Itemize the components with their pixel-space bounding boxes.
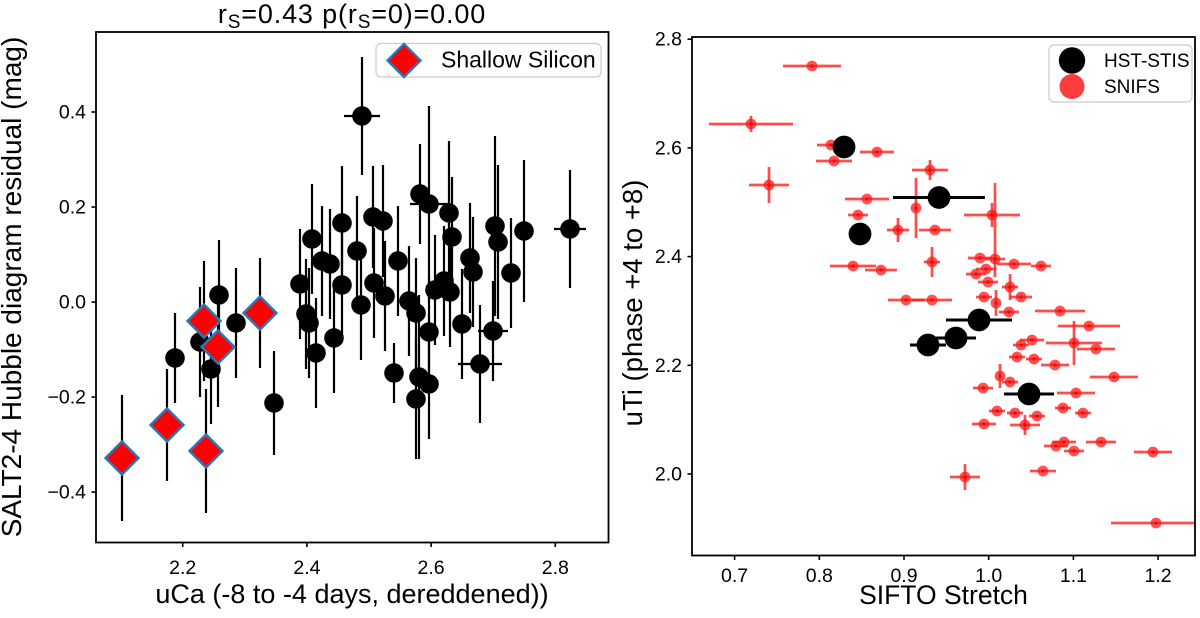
svg-text:uCa (-8 to -4 days, dereddened: uCa (-8 to -4 days, dereddened)) (155, 579, 548, 609)
svg-text:SALT2-4 Hubble diagram residua: SALT2-4 Hubble diagram residual (mag) (0, 37, 27, 538)
svg-text:2.0: 2.0 (655, 464, 682, 486)
svg-text:−0.4: −0.4 (48, 482, 87, 504)
svg-text:uTi (phase +4 to +8): uTi (phase +4 to +8) (617, 180, 648, 427)
svg-text:Shallow Silicon: Shallow Silicon (441, 47, 596, 73)
svg-text:−0.2: −0.2 (48, 387, 87, 409)
svg-text:2.4: 2.4 (655, 246, 682, 268)
svg-text:0.2: 0.2 (59, 197, 86, 219)
svg-text:SIFTO Stretch: SIFTO Stretch (859, 580, 1028, 610)
svg-text:0.4: 0.4 (59, 102, 86, 124)
svg-text:1.2: 1.2 (1145, 565, 1172, 587)
svg-text:0.8: 0.8 (806, 565, 833, 587)
svg-text:2.2: 2.2 (169, 557, 196, 579)
svg-text:rS=0.43 p(rS=0)=0.00: rS=0.43 p(rS=0)=0.00 (218, 0, 486, 33)
svg-text:2.6: 2.6 (655, 137, 682, 159)
svg-text:0.0: 0.0 (59, 292, 86, 314)
svg-text:1.1: 1.1 (1060, 565, 1087, 587)
svg-text:2.8: 2.8 (542, 557, 569, 579)
svg-text:0.9: 0.9 (890, 565, 917, 587)
svg-text:2.2: 2.2 (655, 355, 682, 377)
svg-text:2.6: 2.6 (418, 557, 445, 579)
svg-text:2.4: 2.4 (293, 557, 320, 579)
svg-text:1.0: 1.0 (975, 565, 1002, 587)
svg-text:0.7: 0.7 (721, 565, 748, 587)
svg-text:SNIFS: SNIFS (1104, 77, 1160, 98)
svg-text:HST-STIS: HST-STIS (1104, 51, 1190, 72)
svg-text:2.8: 2.8 (655, 29, 682, 51)
